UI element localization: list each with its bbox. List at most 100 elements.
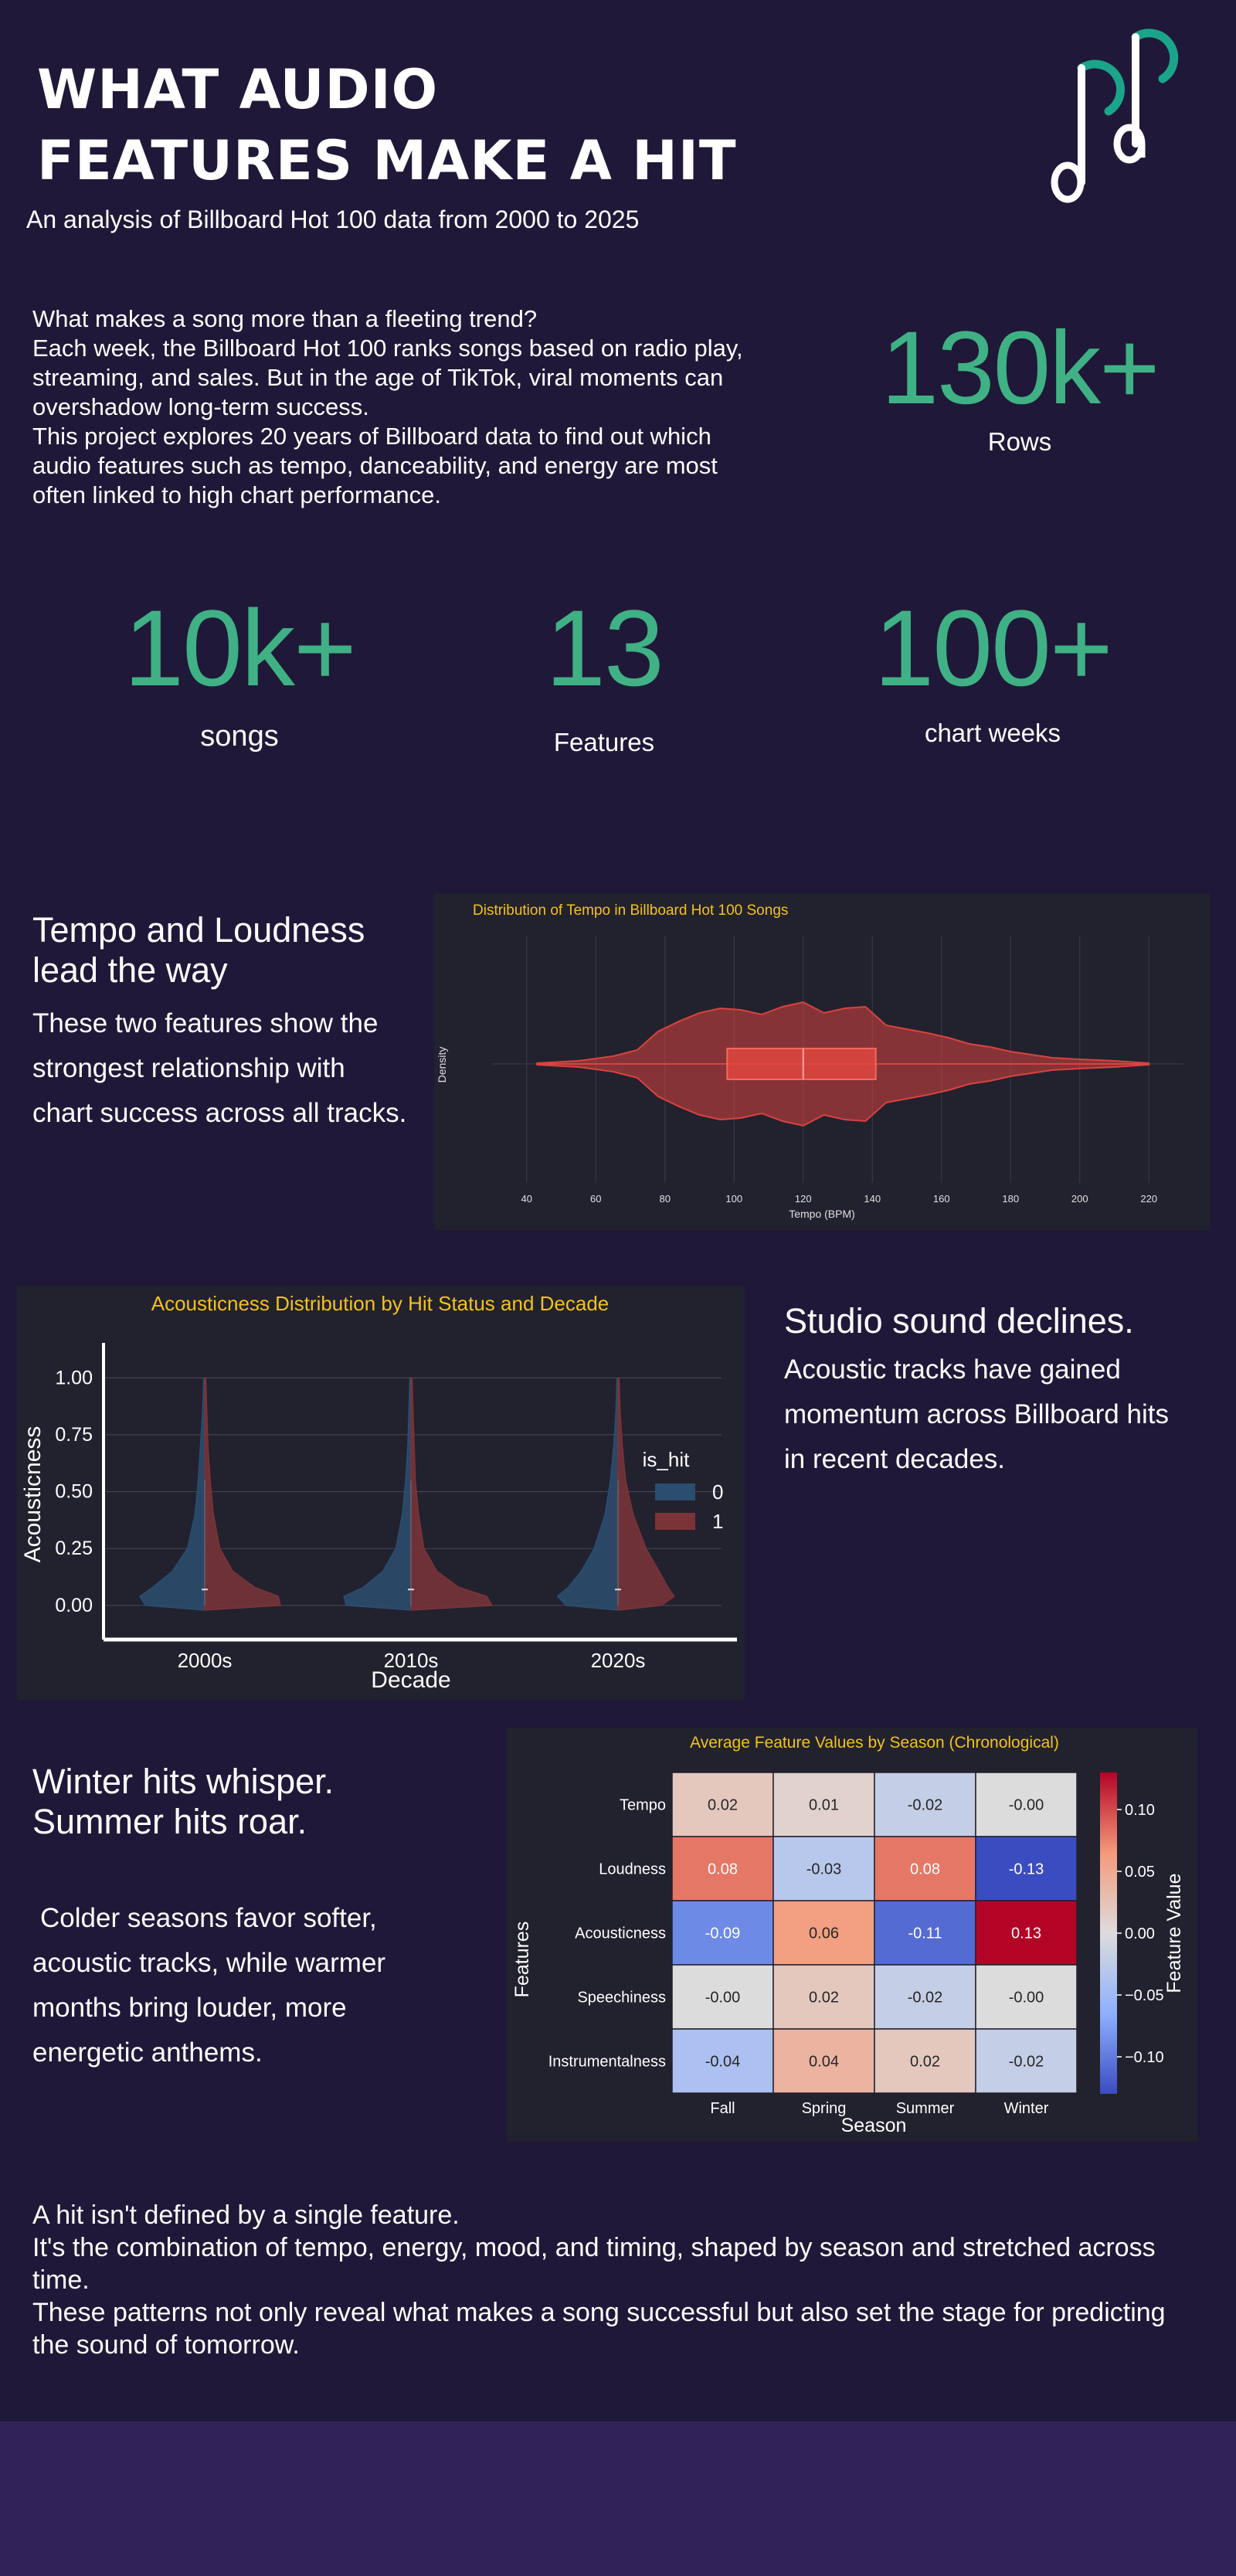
legend-label-1: 1 <box>712 1510 723 1533</box>
x-tick-label: 200 <box>1071 1193 1088 1205</box>
split-violin-half <box>138 1377 205 1611</box>
heatmap-cell-label: -0.02 <box>908 1990 943 2007</box>
heatmap-cell <box>874 1900 976 1966</box>
x-tick-label: Fall <box>710 2100 735 2117</box>
heatmap-cell <box>772 1772 875 1837</box>
x-tick-label: 80 <box>660 1193 671 1205</box>
x-tick-label: 120 <box>795 1193 812 1205</box>
tempo-violin-svg: Distribution of Tempo in Billboard Hot 1… <box>436 902 1183 1220</box>
y-tick-label: 0.00 <box>55 1595 93 1616</box>
y-tick-label: 0.75 <box>55 1424 93 1446</box>
section-body-acoustic: Acoustic tracks have gained momentum acr… <box>784 1354 1169 1474</box>
colorbar-label: Feature Value <box>1163 1873 1185 1993</box>
intro-text: What makes a song more than a fleeting t… <box>32 304 774 510</box>
stat-weeks: 100+ chart weeks <box>838 586 1147 748</box>
x-axis-label: Season <box>841 2115 907 2136</box>
colorbar <box>1100 1772 1117 2094</box>
y-tick-label: Instrumentalness <box>548 2054 666 2071</box>
heatmap-cell-label: -0.00 <box>705 1990 741 2007</box>
section-heading-season: Winter hits whisper. Summer hits roar. <box>32 1762 334 1841</box>
heatmap-cell-label: 0.02 <box>708 1797 738 1814</box>
section-body-tempo: These two features show the strongest re… <box>32 1008 407 1128</box>
x-tick-label: 60 <box>590 1193 601 1205</box>
x-tick-label: 220 <box>1140 1193 1157 1205</box>
closing-line: A hit isn't defined by a single feature. <box>32 2200 460 2230</box>
heatmap-cell-label: -0.02 <box>908 1797 943 1814</box>
heatmap-cell-label: -0.11 <box>908 1925 942 1942</box>
acousticness-split-violin-chart: Acousticness Distribution by Hit Status … <box>17 1286 745 1700</box>
y-tick-label: 0.50 <box>55 1481 93 1503</box>
title-line-1: WHAT AUDIO <box>37 58 439 121</box>
heatmap-cell-label: -0.03 <box>806 1861 842 1878</box>
heatmap-cell-label: -0.02 <box>1009 2054 1044 2071</box>
heatmap-cell-label: 0.04 <box>809 2054 839 2071</box>
stat-value: 130k+ <box>881 311 1160 426</box>
stat-features: 13 Features <box>450 586 759 757</box>
section-heading-tempo: Tempo and Loudness lead the way <box>32 910 365 990</box>
x-axis-label: Tempo (BPM) <box>789 1208 855 1220</box>
closing-line: These patterns not only reveal what make… <box>32 2298 1166 2360</box>
heatmap-cell <box>975 1900 1078 1966</box>
heatmap-cell-label: -0.00 <box>1009 1990 1044 2007</box>
x-tick-label: 160 <box>933 1193 950 1205</box>
split-violin-half <box>204 1377 281 1611</box>
split-violin-half <box>410 1377 494 1611</box>
colorbar-tick-label: 0.00 <box>1125 1925 1155 1942</box>
heatmap-cell <box>772 1836 875 1901</box>
y-axis-label: Density <box>436 1047 448 1083</box>
x-tick-label: 140 <box>864 1193 881 1205</box>
heatmap-cell-label: 0.02 <box>910 2054 940 2071</box>
stat-value: 13 <box>545 587 664 709</box>
violin-box <box>726 1048 877 1080</box>
y-tick-label: Acousticness <box>575 1925 666 1942</box>
heatmap-cell <box>671 1836 774 1901</box>
heatmap-cell-label: 0.06 <box>809 1925 839 1942</box>
heatmap-cell-label: 0.13 <box>1011 1925 1041 1942</box>
y-tick-label: Loudness <box>599 1861 666 1878</box>
x-tick-label: 180 <box>1002 1193 1019 1205</box>
closing-line: It's the combination of tempo, energy, m… <box>32 2233 1156 2295</box>
chart-title: Distribution of Tempo in Billboard Hot 1… <box>473 902 788 919</box>
y-tick-label: Tempo <box>620 1797 666 1814</box>
stat-label: chart weeks <box>924 719 1061 747</box>
heatmap-cell <box>874 1964 976 2030</box>
x-tick-label: Winter <box>1004 2100 1049 2117</box>
y-tick-label: 0.25 <box>55 1538 93 1559</box>
legend-swatch-1 <box>655 1513 695 1530</box>
stat-value: 10k+ <box>124 587 356 709</box>
intro-line: This project explores 20 years of Billbo… <box>32 423 718 508</box>
heatmap-cell <box>874 1836 976 1901</box>
heatmap-cell-label: -0.00 <box>1009 1797 1044 1814</box>
x-tick-label: 2010s <box>384 1649 439 1672</box>
y-tick-label: Speechiness <box>577 1990 666 2007</box>
heatmap-cell-label: 0.01 <box>809 1797 839 1814</box>
legend-title: is_hit <box>643 1448 690 1471</box>
chart-title: Acousticness Distribution by Hit Status … <box>151 1292 610 1315</box>
heatmap-cell-label: 0.08 <box>910 1861 940 1878</box>
heatmap-cell-label: 0.02 <box>809 1990 839 2007</box>
stat-songs: 10k+ songs <box>85 586 394 753</box>
stat-rows: 130k+ Rows <box>857 309 1182 457</box>
colorbar-tick-label: 0.05 <box>1125 1864 1155 1881</box>
stat-label: Features <box>553 728 655 756</box>
x-tick-label: Summer <box>896 2100 955 2117</box>
season-heatmap-chart: Average Feature Values by Season (Chrono… <box>507 1728 1197 2142</box>
x-axis-label: Decade <box>371 1667 450 1693</box>
chart-title: Average Feature Values by Season (Chrono… <box>690 1734 1059 1752</box>
intro-line: What makes a song more than a fleeting t… <box>32 305 538 332</box>
heatmap-cell <box>671 2028 774 2094</box>
legend: is_hit 0 1 <box>643 1448 724 1533</box>
x-tick-label: 100 <box>725 1193 742 1205</box>
stat-value: 100+ <box>874 587 1112 709</box>
heatmap-cell-label: -0.13 <box>1009 1861 1044 1878</box>
colorbar-tick-label: −0.10 <box>1125 2049 1164 2066</box>
acousticness-violin-svg: Acousticness Distribution by Hit Status … <box>20 1292 737 1693</box>
closing-text: A hit isn't defined by a single feature.… <box>32 2199 1191 2361</box>
stat-label: Rows <box>987 427 1052 456</box>
x-tick-label: 40 <box>521 1193 532 1205</box>
heatmap-cell-label: 0.08 <box>708 1861 738 1878</box>
x-tick-label: 2020s <box>591 1649 646 1672</box>
page-subtitle: An analysis of Billboard Hot 100 data fr… <box>26 206 640 233</box>
heatmap-cell <box>975 2028 1078 2094</box>
heatmap-cell-label: -0.09 <box>705 1925 741 1942</box>
